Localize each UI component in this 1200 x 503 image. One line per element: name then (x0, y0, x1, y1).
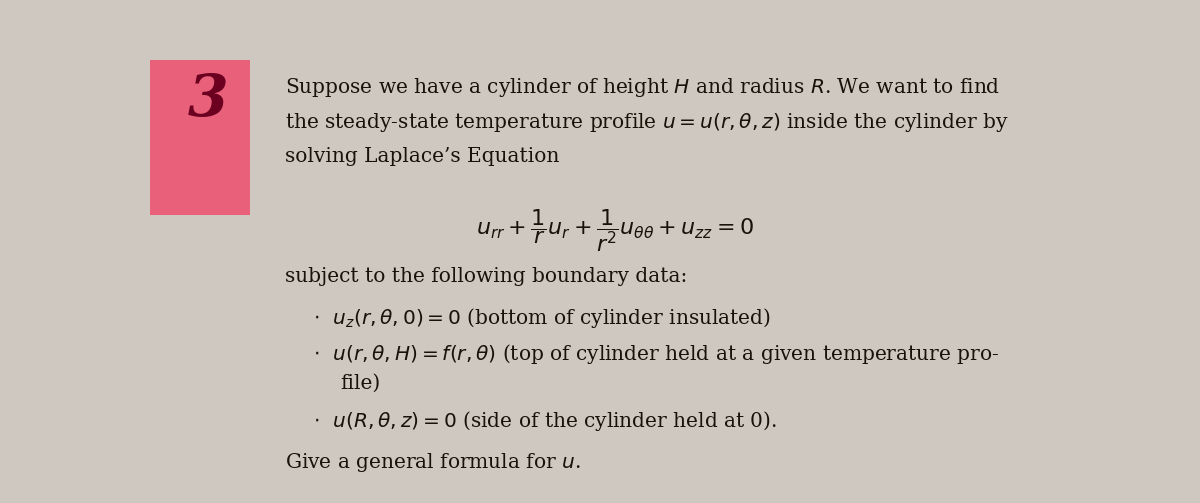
FancyBboxPatch shape (150, 60, 251, 215)
Text: Give a general formula for $u$.: Give a general formula for $u$. (284, 451, 581, 474)
Text: solving Laplace’s Equation: solving Laplace’s Equation (284, 147, 559, 166)
Text: Suppose we have a cylinder of height $H$ and radius $R$. We want to find: Suppose we have a cylinder of height $H$… (284, 76, 1000, 99)
Text: $\cdot\ \ u_z(r, \theta, 0) = 0$ (bottom of cylinder insulated): $\cdot\ \ u_z(r, \theta, 0) = 0$ (bottom… (313, 306, 770, 330)
Text: the steady-state temperature profile $u = u(r, \theta, z)$ inside the cylinder b: the steady-state temperature profile $u … (284, 112, 1008, 134)
Text: $\cdot\ \ u(R, \theta, z) = 0$ (side of the cylinder held at 0).: $\cdot\ \ u(R, \theta, z) = 0$ (side of … (313, 409, 776, 433)
Text: subject to the following boundary data:: subject to the following boundary data: (284, 267, 688, 286)
Text: $\cdot\ \ u(r, \theta, H) = f(r, \theta)$ (top of cylinder held at a given tempe: $\cdot\ \ u(r, \theta, H) = f(r, \theta)… (313, 342, 998, 366)
Text: 3: 3 (187, 72, 228, 128)
Text: $u_{rr} + \dfrac{1}{r}u_r + \dfrac{1}{r^2}u_{\theta\theta} + u_{zz} = 0$: $u_{rr} + \dfrac{1}{r}u_r + \dfrac{1}{r^… (476, 207, 754, 254)
Text: file): file) (341, 373, 380, 392)
